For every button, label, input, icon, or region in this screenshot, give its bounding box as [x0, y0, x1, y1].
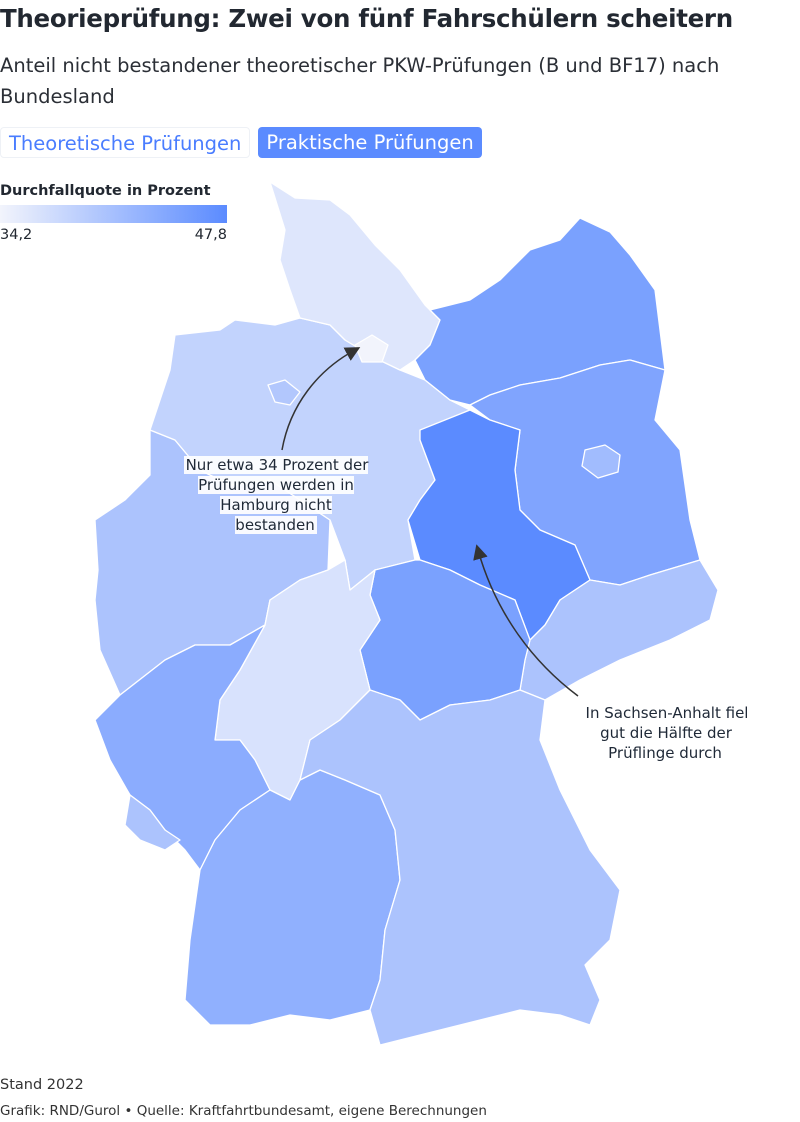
legend-min-label: 34,2 [0, 227, 33, 243]
arrow-hamburg [281, 347, 361, 451]
annotation-hamburg-text: Nur etwa 34 Prozent der Prüfungen werden… [183, 456, 369, 534]
annotation-sachsen-anhalt: In Sachsen-Anhalt fiel gut die Hälfte de… [570, 703, 762, 763]
chart-subtitle: Anteil nicht bestandener theoretischer P… [0, 54, 720, 108]
legend-title: Durchfallquote in Prozent [0, 183, 211, 199]
state-saarland[interactable] [124, 794, 181, 851]
annotation-sachsen-anhalt-text: In Sachsen-Anhalt fiel gut die Hälfte de… [583, 704, 749, 762]
footer-credit: Grafik: RND/Gurol • Quelle: Kraftfahrtbu… [0, 1103, 487, 1119]
tab-practical[interactable]: Praktische Prüfungen [258, 127, 482, 158]
tab-switcher: Theoretische Prüfungen Praktische Prüfun… [0, 127, 482, 158]
footer-stand: Stand 2022 [0, 1077, 84, 1093]
state-hamburg[interactable] [354, 334, 389, 363]
state-berlin[interactable] [581, 444, 621, 479]
state-bayern[interactable] [299, 689, 621, 1046]
arrow-sachsen-anhalt [473, 544, 579, 697]
legend-max-label: 47,8 [194, 227, 227, 243]
state-bremen[interactable] [267, 379, 301, 406]
germany-map [94, 181, 719, 1046]
chart-title: Theorieprüfung: Zwei von fünf Fahrschüle… [0, 4, 733, 33]
tab-theoretical[interactable]: Theoretische Prüfungen [0, 127, 251, 158]
annotation-hamburg: Nur etwa 34 Prozent der Prüfungen werden… [178, 455, 374, 535]
legend-gradient-bar [0, 205, 227, 223]
color-legend: Durchfallquote in Prozent 34,2 47,8 [0, 183, 230, 243]
